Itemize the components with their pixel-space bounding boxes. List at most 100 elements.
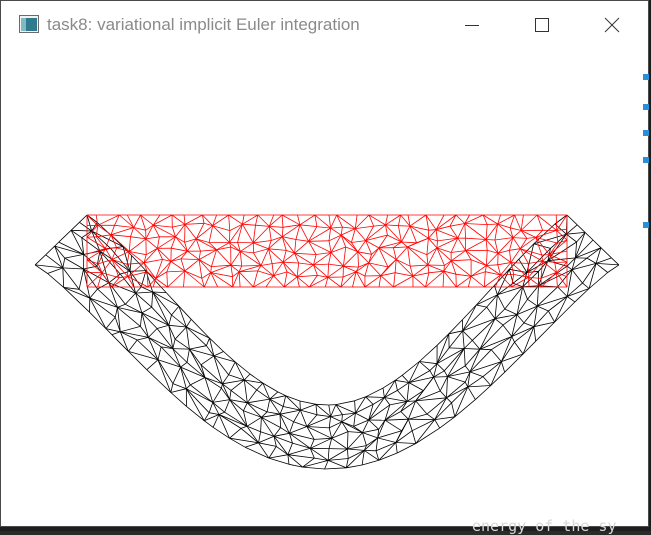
mesh-edge <box>185 271 202 278</box>
mesh-edge <box>612 258 619 265</box>
mesh-edge <box>463 305 477 331</box>
mesh-edge <box>157 248 162 259</box>
mesh-edge <box>190 378 205 385</box>
mesh-edge <box>463 331 465 349</box>
mesh-edge <box>428 248 437 265</box>
mesh-edge <box>225 412 247 426</box>
mesh-edge <box>186 327 206 346</box>
mesh-edge <box>293 443 311 448</box>
mesh-edge <box>557 215 567 230</box>
rest-mesh <box>87 215 567 287</box>
mesh-edge <box>556 272 557 287</box>
mesh-edge <box>222 380 244 384</box>
mesh-edge <box>287 272 297 277</box>
mesh-edge <box>567 297 575 302</box>
mesh-edge <box>466 251 472 260</box>
mesh-edge <box>396 443 397 454</box>
mesh-edge <box>168 271 185 287</box>
mesh-edge <box>225 400 230 413</box>
mesh-edge <box>172 306 179 315</box>
mesh-edge <box>152 292 153 307</box>
mesh-edge <box>181 362 187 367</box>
mesh-edge <box>190 385 213 403</box>
mesh-edge <box>408 247 411 266</box>
mesh-edge <box>214 356 229 375</box>
mesh-edge <box>555 302 575 322</box>
mesh-edge <box>437 334 449 346</box>
mesh-edge <box>510 250 511 262</box>
mesh-edge <box>486 265 497 266</box>
mesh-edge <box>471 266 486 277</box>
mesh-edge <box>331 227 343 228</box>
mesh-edge <box>87 260 98 264</box>
mesh-edge <box>120 326 140 331</box>
mesh-edge <box>435 420 440 429</box>
mesh-edge <box>596 263 619 265</box>
mesh-edge <box>596 248 601 264</box>
mesh-edge <box>596 258 611 264</box>
mesh-edge <box>128 340 137 351</box>
mesh-edge <box>217 250 231 265</box>
mesh-edge <box>156 259 163 278</box>
mesh-edge <box>430 371 434 378</box>
mesh-edge <box>46 246 55 255</box>
mesh-edge <box>410 265 428 266</box>
mesh-edge <box>261 417 262 431</box>
mesh-edge <box>520 238 527 248</box>
mesh-edge <box>204 421 213 428</box>
minimize-button[interactable] <box>449 1 495 49</box>
mesh-edge <box>172 215 185 224</box>
mesh-edge <box>328 460 346 467</box>
mesh-edge <box>185 260 199 271</box>
mesh-edge <box>300 401 316 404</box>
mesh-edge <box>181 259 199 260</box>
close-button[interactable] <box>589 1 635 49</box>
mesh-edge <box>513 238 520 249</box>
mesh-edge <box>257 383 263 390</box>
mesh-edge <box>537 297 567 307</box>
mesh-edge <box>209 413 219 415</box>
mesh-edge <box>501 354 523 362</box>
mesh-edge <box>366 397 385 398</box>
mesh-edge <box>589 263 596 288</box>
mesh-edge <box>369 420 379 429</box>
mesh-edge <box>115 307 117 317</box>
mesh-edge <box>211 267 212 273</box>
mesh-edge <box>583 283 590 288</box>
mesh-edge <box>173 384 186 389</box>
mesh-edge <box>325 460 329 469</box>
mesh-edge <box>171 261 185 271</box>
mesh-edge <box>196 223 204 239</box>
mesh-edge <box>136 287 142 293</box>
mesh-edge <box>510 249 521 251</box>
mesh-edge <box>589 273 608 289</box>
mesh-edge <box>230 224 243 242</box>
mesh-edge <box>242 215 244 224</box>
mesh-edge <box>325 468 347 469</box>
maximize-button[interactable] <box>519 1 565 49</box>
mesh-edge <box>329 228 331 241</box>
mesh-edge <box>258 215 269 226</box>
mesh-edge <box>577 225 585 233</box>
mesh-edge <box>567 215 577 225</box>
mesh-edge <box>119 215 133 228</box>
mesh-edge <box>167 272 168 287</box>
mesh-edge <box>244 380 247 403</box>
simulation-canvas[interactable] <box>1 49 648 526</box>
mesh-edge <box>347 432 348 449</box>
mesh-edge <box>146 248 157 254</box>
mesh-edge <box>127 264 128 276</box>
mesh-edge <box>283 262 299 263</box>
mesh-edge <box>187 251 199 259</box>
mesh-edge <box>240 243 253 252</box>
mesh-edge <box>396 419 409 442</box>
title-bar[interactable]: task8: variational implicit Euler integr… <box>1 1 648 49</box>
mesh-edge <box>158 347 161 360</box>
mesh-edge <box>534 327 536 342</box>
mesh-edge <box>343 252 357 266</box>
mesh-edge <box>575 248 601 258</box>
mesh-edge <box>395 380 397 390</box>
mesh-edge <box>241 426 247 428</box>
mesh-edge <box>329 264 344 266</box>
mesh-edge <box>309 241 330 242</box>
